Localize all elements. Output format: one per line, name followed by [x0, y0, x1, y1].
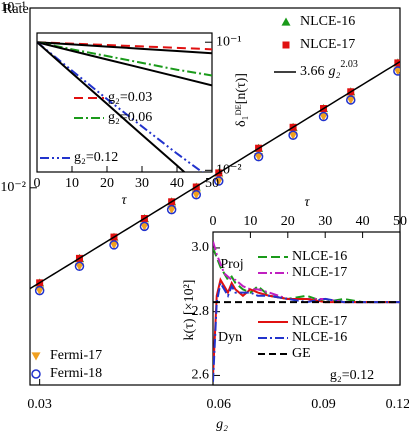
- marker: [345, 95, 356, 105]
- legend-marker: [31, 369, 41, 379]
- marker: [318, 111, 329, 122]
- legend-label: 3.66 g₂2.03: [300, 59, 358, 79]
- annotation: g₂=0.12: [330, 368, 374, 383]
- marker: [393, 66, 400, 76]
- x-tick-label: 0.09: [311, 397, 336, 412]
- x-axis-label: τ: [304, 195, 310, 210]
- legend-marker: [282, 41, 290, 49]
- series-line: [213, 241, 400, 304]
- marker: [166, 204, 177, 215]
- inset-background: [37, 33, 212, 172]
- y-tick-label: 10⁻¹: [216, 34, 242, 49]
- marker: [191, 189, 202, 200]
- legend-label: g₂=0.12: [74, 150, 118, 165]
- plot-area: [30, 58, 400, 296]
- series-line: [37, 41, 212, 77]
- axes-frame: [36, 32, 213, 173]
- fit-line: [30, 61, 400, 290]
- y-tick-label: 10⁻²: [0, 180, 26, 195]
- x-tick-label: 0.03: [27, 397, 52, 412]
- axes-frame: [212, 231, 401, 386]
- series-line: [37, 41, 186, 172]
- x-tick-label: 10: [65, 176, 79, 191]
- series-line: [37, 41, 212, 87]
- legend-label: g₂=0.06: [108, 110, 152, 125]
- series-line: [37, 41, 204, 172]
- marker: [214, 176, 224, 186]
- plot-area: [213, 241, 400, 382]
- legend-label: NLCE-17: [292, 265, 347, 280]
- series-line: [37, 41, 212, 55]
- inset-background: [213, 232, 400, 385]
- y-axis-label: k(τ) [×10²]: [182, 280, 197, 341]
- marker: [346, 96, 356, 105]
- legend-marker: [31, 352, 41, 361]
- marker: [139, 221, 150, 232]
- marker: [191, 191, 201, 200]
- x-tick-label: 50: [205, 176, 219, 191]
- legend-label: NLCE-16: [292, 330, 347, 345]
- x-tick-label: 0: [34, 176, 41, 191]
- marker: [109, 241, 119, 250]
- y-axis-label: δ₁ᴰᴱ[n(τ)]: [234, 73, 249, 127]
- marker: [35, 287, 45, 296]
- marker: [34, 285, 45, 296]
- x-tick-label: 20: [100, 176, 114, 191]
- x-tick-label: 40: [170, 176, 184, 191]
- marker: [167, 206, 177, 215]
- x-axis-label: τ: [121, 193, 127, 208]
- x-tick-label: 0.12: [386, 397, 409, 412]
- legend-label: NLCE-17: [292, 314, 347, 329]
- x-tick-label: 40: [356, 214, 370, 229]
- legend-label: Fermi-18: [50, 366, 102, 381]
- marker: [139, 222, 149, 231]
- x-tick-label: 0: [210, 214, 217, 229]
- marker: [214, 177, 224, 186]
- marker: [393, 67, 400, 76]
- marker: [288, 130, 298, 140]
- legend-marker: [281, 17, 291, 26]
- marker: [109, 240, 119, 250]
- x-tick-label: 30: [135, 176, 149, 191]
- legend-label: NLCE-17: [300, 37, 355, 52]
- marker: [74, 262, 84, 271]
- x-tick-label: 20: [281, 214, 295, 229]
- legend-label: g₂=0.03: [108, 90, 152, 105]
- marker: [288, 131, 298, 140]
- x-axis-label: g₂: [216, 417, 228, 432]
- y-tick-label: 10⁻²: [216, 163, 242, 178]
- legend-label: NLCE-16: [292, 249, 347, 264]
- plot-area: [37, 41, 212, 172]
- legend-label: Fermi-17: [50, 348, 102, 363]
- fit-exponent: 2.03: [340, 59, 358, 70]
- y-tick-label: 3.0: [192, 240, 210, 255]
- x-tick-label: 50: [393, 214, 407, 229]
- marker: [319, 112, 329, 122]
- x-tick-label: 10: [243, 214, 257, 229]
- fit-coefficient: 3.66: [300, 64, 325, 79]
- x-tick-label: 30: [318, 214, 332, 229]
- y-tick-label: 2.8: [192, 304, 210, 319]
- annotation: Proj: [220, 257, 243, 272]
- legend-label: GE: [292, 346, 311, 361]
- marker: [74, 261, 85, 272]
- legend-label: NLCE-16: [300, 14, 355, 29]
- marker: [253, 151, 264, 162]
- y-tick-label: 10⁻¹: [0, 0, 26, 15]
- marker: [254, 153, 264, 162]
- fit-variable: g₂: [329, 64, 341, 79]
- x-tick-label: 0.06: [207, 397, 232, 412]
- y-axis-label: Rate: [3, 2, 29, 17]
- annotation: Dyn: [218, 330, 242, 345]
- y-tick-label: 2.6: [192, 368, 210, 383]
